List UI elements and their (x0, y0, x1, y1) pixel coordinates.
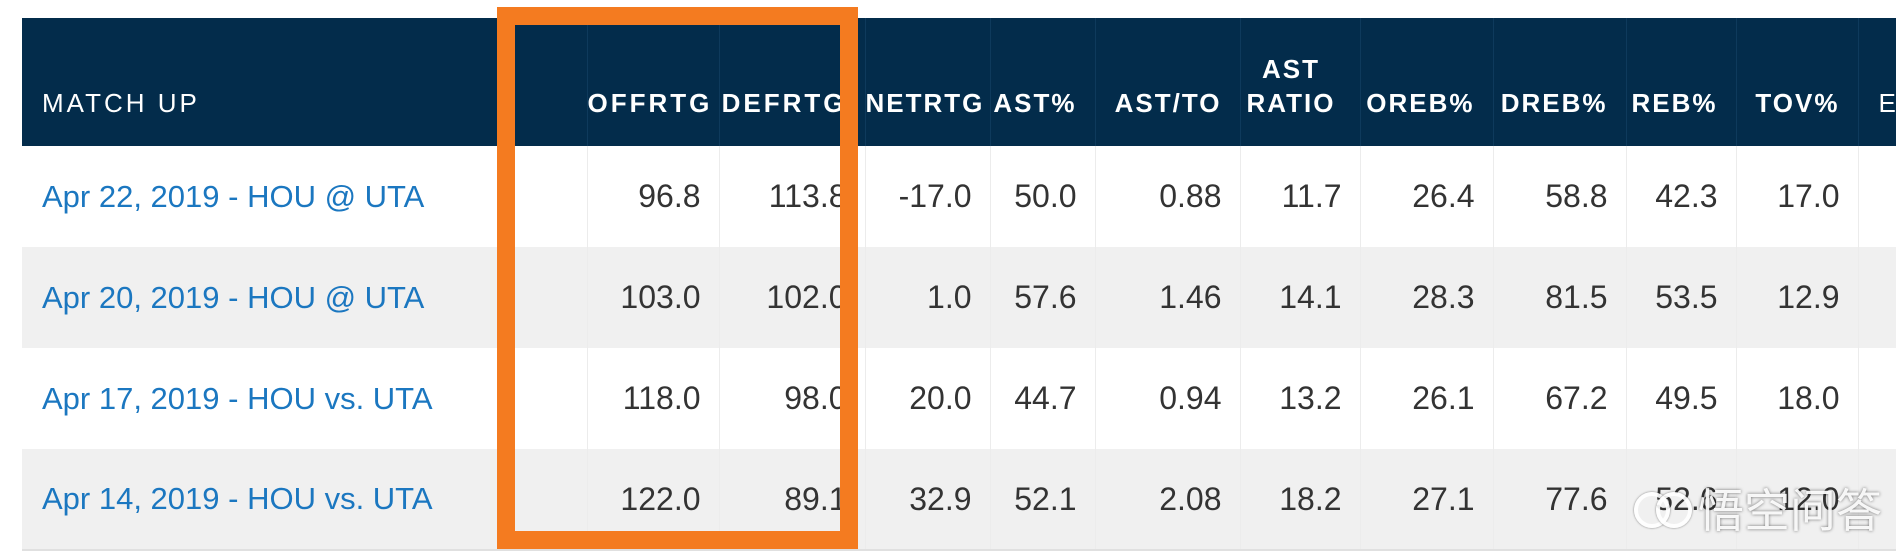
reb-pct-cell: 52.6 (1626, 449, 1737, 551)
table-row: Apr 17, 2019 - HOU vs. UTA 118.0 98.0 20… (22, 348, 1896, 449)
advanced-stats-table: MATCH UP OFFRTG DEFRTG NETRTG AST% AST/T… (22, 18, 1896, 551)
netrtg-cell: 20.0 (865, 348, 991, 449)
col-header-ast-pct[interactable]: AST% (990, 18, 1096, 146)
cut-cell (1858, 146, 1896, 247)
ast-pct-cell: 44.7 (990, 348, 1096, 449)
dreb-pct-cell: 58.8 (1493, 146, 1627, 247)
table-row: Apr 20, 2019 - HOU @ UTA 103.0 102.0 1.0… (22, 247, 1896, 348)
spacer-cell (512, 247, 588, 348)
ast-ratio-cell: 14.1 (1240, 247, 1361, 348)
cut-cell (1858, 247, 1896, 348)
defrtg-cell: 98.0 (719, 348, 866, 449)
netrtg-cell: 32.9 (865, 449, 991, 551)
col-header-defrtg[interactable]: DEFRTG (719, 18, 866, 146)
col-header-netrtg[interactable]: NETRTG (865, 18, 991, 146)
defrtg-cell: 113.8 (719, 146, 866, 247)
defrtg-cell: 89.1 (719, 449, 866, 551)
col-header-tov-pct[interactable]: TOV% (1736, 18, 1859, 146)
col-header-spacer (512, 18, 588, 146)
spacer-cell (512, 449, 588, 551)
oreb-pct-cell: 26.4 (1360, 146, 1494, 247)
ast-pct-cell: 50.0 (990, 146, 1096, 247)
match-up-link[interactable]: Apr 20, 2019 - HOU @ UTA (22, 247, 513, 348)
col-header-ast-to[interactable]: AST/TO (1095, 18, 1241, 146)
table-header-row: MATCH UP OFFRTG DEFRTG NETRTG AST% AST/T… (22, 18, 1896, 146)
tov-pct-cell: 12.0 (1736, 449, 1859, 551)
col-header-offrtg[interactable]: OFFRTG (587, 18, 720, 146)
offrtg-cell: 96.8 (587, 146, 720, 247)
tov-pct-cell: 12.9 (1736, 247, 1859, 348)
match-up-link[interactable]: Apr 22, 2019 - HOU @ UTA (22, 146, 513, 247)
ast-ratio-line1: AST (1262, 54, 1320, 84)
oreb-pct-cell: 27.1 (1360, 449, 1494, 551)
tov-pct-cell: 17.0 (1736, 146, 1859, 247)
reb-pct-cell: 53.5 (1626, 247, 1737, 348)
ast-to-cell: 2.08 (1095, 449, 1241, 551)
tov-pct-cell: 18.0 (1736, 348, 1859, 449)
match-up-link[interactable]: Apr 17, 2019 - HOU vs. UTA (22, 348, 513, 449)
dreb-pct-cell: 67.2 (1493, 348, 1627, 449)
ast-pct-cell: 57.6 (990, 247, 1096, 348)
cut-cell (1858, 449, 1896, 551)
col-header-oreb-pct[interactable]: OREB% (1360, 18, 1494, 146)
spacer-cell (512, 348, 588, 449)
table-row: Apr 14, 2019 - HOU vs. UTA 122.0 89.1 32… (22, 449, 1896, 551)
col-header-ast-ratio[interactable]: AST RATIO (1240, 18, 1361, 146)
dreb-pct-cell: 77.6 (1493, 449, 1627, 551)
col-header-reb-pct[interactable]: REB% (1626, 18, 1737, 146)
dreb-pct-cell: 81.5 (1493, 247, 1627, 348)
ast-to-cell: 1.46 (1095, 247, 1241, 348)
netrtg-cell: 1.0 (865, 247, 991, 348)
netrtg-cell: -17.0 (865, 146, 991, 247)
cut-cell (1858, 348, 1896, 449)
reb-pct-cell: 49.5 (1626, 348, 1737, 449)
ast-pct-cell: 52.1 (990, 449, 1096, 551)
oreb-pct-cell: 28.3 (1360, 247, 1494, 348)
offrtg-cell: 122.0 (587, 449, 720, 551)
reb-pct-cell: 42.3 (1626, 146, 1737, 247)
match-up-link[interactable]: Apr 14, 2019 - HOU vs. UTA (22, 449, 513, 551)
col-header-e-cut[interactable]: E (1858, 18, 1896, 146)
offrtg-cell: 103.0 (587, 247, 720, 348)
table-row: Apr 22, 2019 - HOU @ UTA 96.8 113.8 -17.… (22, 146, 1896, 247)
defrtg-cell: 102.0 (719, 247, 866, 348)
spacer-cell (512, 146, 588, 247)
ast-ratio-cell: 11.7 (1240, 146, 1361, 247)
ast-ratio-cell: 18.2 (1240, 449, 1361, 551)
ast-ratio-cell: 13.2 (1240, 348, 1361, 449)
col-header-match-up[interactable]: MATCH UP (22, 18, 513, 146)
oreb-pct-cell: 26.1 (1360, 348, 1494, 449)
col-header-dreb-pct[interactable]: DREB% (1493, 18, 1627, 146)
ast-to-cell: 0.88 (1095, 146, 1241, 247)
ast-ratio-line2: RATIO (1246, 88, 1336, 118)
offrtg-cell: 118.0 (587, 348, 720, 449)
ast-to-cell: 0.94 (1095, 348, 1241, 449)
